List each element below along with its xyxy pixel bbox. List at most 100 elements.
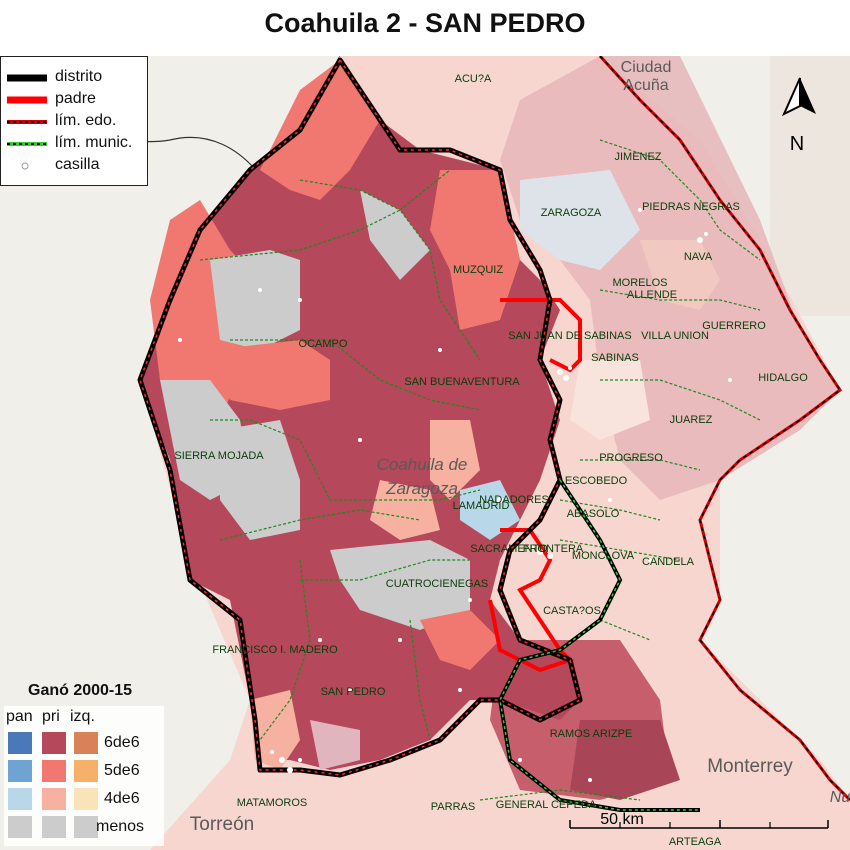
muni-label-guerrero: GUERRERO: [702, 320, 766, 332]
place-zaragoza: Zaragoza: [385, 479, 458, 498]
muni-label-castanos: CASTA?OS: [543, 605, 601, 617]
legend-item-casilla: casilla: [5, 155, 145, 177]
swatch-pan-4de6: [8, 788, 32, 810]
place-acuna: Acuña: [623, 77, 668, 94]
sierra-mojada-grey-2: [220, 420, 300, 540]
scale-bar-label: 50 km: [600, 811, 644, 828]
red-black-dashed-line-icon: [7, 120, 47, 124]
muni-label-escobedo: ESCOBEDO: [565, 475, 628, 487]
muni-label-lamadrid: LAMADRID: [453, 500, 510, 512]
swatch-pri-5de6: [42, 760, 66, 782]
legend-item-lim-munic: lím. munic.: [5, 133, 145, 155]
small-circle-icon: [21, 162, 29, 170]
map-title: Coahuila 2 - SAN PEDRO: [264, 8, 586, 38]
muni-label-hidalgo: HIDALGO: [758, 372, 808, 384]
state-border-east-dash: [599, 56, 850, 801]
place-nuevo-leon: Nu: [830, 789, 850, 806]
muni-label-zaragoza: ZARAGOZA: [541, 207, 602, 219]
zaragoza-area: [520, 170, 640, 270]
row-label-4de6: 4de6: [104, 790, 140, 807]
lamadrid-light: [370, 480, 440, 540]
parent-border-south: [488, 528, 574, 673]
legend-item-padre: padre: [5, 89, 145, 111]
muni-label-morelos: MORELOS: [612, 277, 667, 289]
swatch-pan-5de6: [8, 760, 32, 782]
swatch-pan-menos: [8, 816, 32, 838]
muni-label-san-juan-de-sabinas: SAN JUAN DE SABINAS: [508, 330, 631, 342]
swatch-pri-6de6: [42, 732, 66, 754]
muni-label-san-pedro: SAN PEDRO: [321, 686, 386, 698]
casilla-points: [178, 208, 732, 782]
muni-label-sabinas: SABINAS: [591, 352, 639, 364]
muni-label-general-cepeda: GENERAL CEPEDA: [496, 799, 597, 811]
scale-bar: 50 km: [569, 811, 829, 829]
neighbor-district-border-dash: [499, 479, 700, 811]
nava-area: [640, 240, 720, 310]
muni-label-piedras-negras: PIEDRAS NEGRAS: [642, 201, 740, 213]
muni-label-nava: NAVA: [684, 251, 713, 263]
row-label-6de6: 6de6: [104, 734, 140, 751]
muni-label-ocampo: OCAMPO: [299, 338, 348, 350]
muni-label-francisco-i-madero: FRANCISCO I. MADERO: [212, 644, 338, 656]
muni-label-sacramento: SACRAMENTO: [470, 543, 548, 555]
district-border-dash: [139, 58, 581, 776]
legend-item-lim-edo: lím. edo.: [5, 111, 145, 133]
cuatrocienegas-red: [420, 610, 500, 670]
place-coahuila: Coahuila de: [377, 455, 468, 474]
swatch-pan-6de6: [8, 732, 32, 754]
ocampo-grey-area: [210, 250, 300, 350]
swatch-izq-5de6: [74, 760, 98, 782]
muni-label-matamoros: MATAMOROS: [237, 797, 307, 809]
row-label-menos: menos: [96, 818, 145, 835]
col-head-izq: izq.: [70, 708, 95, 725]
swatch-pri-menos: [42, 816, 66, 838]
basemap-usa: [770, 56, 850, 316]
swatch-izq-4de6: [74, 788, 98, 810]
north-arrow-icon: N: [781, 77, 816, 155]
thick-red-line-icon: [7, 96, 47, 104]
san-buenaventura-light: [430, 420, 480, 500]
muni-label-san-buenaventura: SAN BUENAVENTURA: [404, 376, 520, 388]
ramos-arizpe-dark: [570, 720, 680, 800]
swatch-izq-6de6: [74, 732, 98, 754]
muni-label-nadadores: NADADORES: [479, 494, 549, 506]
map-area[interactable]: Ciudad Acuña Coahuila de Zaragoza Monter…: [0, 56, 850, 850]
muzquiz-grey-area: [360, 190, 430, 280]
swatch-izq-menos: [74, 816, 98, 838]
swatch-pri-4de6: [42, 788, 66, 810]
muni-label-candela: CANDELA: [642, 556, 695, 568]
muni-label-progreso: PROGRESO: [599, 452, 663, 464]
muni-label-abasolo: ABASOLO: [567, 508, 620, 520]
col-head-pan: pan: [6, 708, 33, 725]
winner-legend: Ganó 2000-15 pan pri izq. 6de6 5de6 4de6…: [4, 682, 164, 848]
muni-label-cuatrocienegas: CUATROCIENEGAS: [386, 578, 488, 590]
ocampo-mid-area: [210, 340, 330, 410]
muni-label-muzquiz: MUZQUIZ: [453, 264, 503, 276]
row-label-5de6: 5de6: [104, 762, 140, 779]
winner-legend-title: Ganó 2000-15: [28, 682, 133, 699]
muni-label-jimenez: JIMENEZ: [614, 151, 661, 163]
municipal-borders: [199, 139, 761, 801]
matamoros-light: [250, 690, 300, 770]
muzquiz-east-area: [430, 170, 520, 330]
nadadores-blue: [460, 480, 520, 540]
col-head-pri: pri: [42, 708, 60, 725]
cuatrocienegas-grey: [330, 540, 470, 630]
acuna-south-area: [260, 60, 380, 200]
legend-item-distrito: distrito: [5, 67, 145, 89]
north-label: N: [790, 133, 804, 155]
muni-label-arteaga: ARTEAGA: [669, 836, 722, 848]
muni-label-villa-union: VILLA UNION: [641, 330, 709, 342]
muni-label-acuna: ACU?A: [455, 73, 492, 85]
muni-label-frontera: FRONTERA: [523, 543, 584, 555]
muni-label-allende: ALLENDE: [627, 289, 677, 301]
muni-label-sierra-mojada: SIERRA MOJADA: [174, 450, 264, 462]
muni-label-ramos-arizpe: RAMOS ARIZPE: [550, 728, 633, 740]
map-legend: distrito padre lím. edo. lím. munic. cas…: [0, 56, 148, 186]
muni-label-parras: PARRAS: [431, 801, 475, 813]
muni-label-monclova: MONCLOVA: [572, 550, 635, 562]
place-torreon: Torreón: [190, 814, 254, 835]
map-canvas[interactable]: Ciudad Acuña Coahuila de Zaragoza Monter…: [0, 56, 850, 850]
muni-label-juarez: JUAREZ: [670, 414, 713, 426]
san-pedro-south: [310, 720, 360, 770]
